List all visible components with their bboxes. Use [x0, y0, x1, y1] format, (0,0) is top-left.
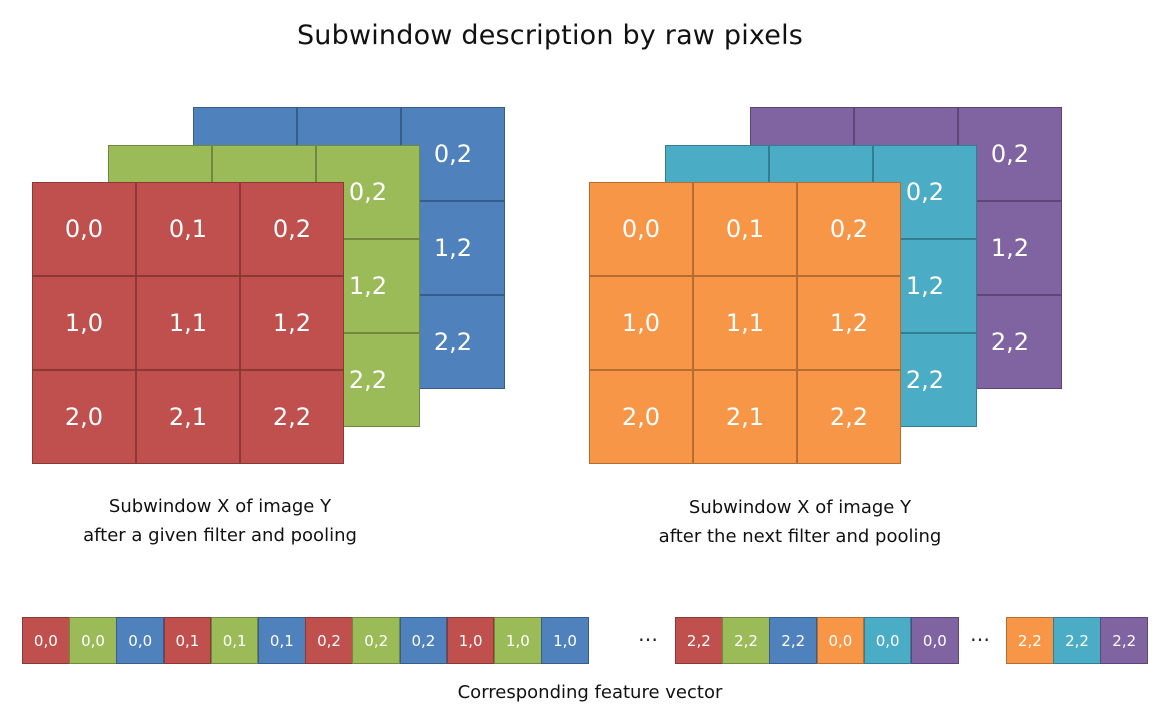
grid-cell: 0,2 — [797, 182, 901, 276]
grid-cell: 0,0 — [589, 182, 693, 276]
vector-cell: 0,2 — [352, 617, 401, 664]
vector-ellipsis: … — [638, 622, 658, 646]
vector-cell: 1,0 — [446, 617, 495, 664]
vector-ellipsis: … — [970, 622, 990, 646]
vector-cell: 0,0 — [116, 617, 165, 664]
stack-caption-line: Subwindow X of image Y — [688, 497, 912, 518]
stack-caption-line: Subwindow X of image Y — [108, 496, 332, 517]
vector-cell: 2,2 — [675, 617, 723, 664]
vector-cell: 0,0 — [911, 617, 959, 664]
grid-cell: 2,1 — [693, 370, 797, 464]
vector-cell: 0,2 — [305, 617, 353, 664]
grid-cell: 0,1 — [693, 182, 797, 276]
stack-caption-line: after the next filter and pooling — [658, 526, 942, 547]
grid-cell: 1,0 — [589, 276, 693, 370]
grid-cell: 2,0 — [589, 370, 693, 464]
grid-cell: 1,0 — [32, 276, 136, 370]
grid-cell: 0,1 — [136, 182, 240, 276]
grid-cell: 2,0 — [32, 370, 136, 464]
vector-cell: 0,0 — [816, 617, 865, 664]
feature-vector-caption: Corresponding feature vector — [457, 682, 723, 703]
vector-cell: 0,1 — [258, 617, 306, 664]
grid-cell: 1,1 — [136, 276, 240, 370]
vector-cell: 2,2 — [1006, 617, 1054, 664]
stack-caption: Subwindow X of image Y after a given filt… — [40, 492, 400, 550]
stack-caption-line: after a given filter and pooling — [83, 525, 357, 546]
vector-cell: 0,0 — [863, 617, 912, 664]
vector-cell: 0,2 — [399, 617, 448, 664]
grid-cell: 0,2 — [240, 182, 344, 276]
vector-cell: 0,0 — [69, 617, 117, 664]
grid-cell: 0,0 — [32, 182, 136, 276]
stack-caption: Subwindow X of image Y after the next fil… — [620, 493, 980, 551]
vector-cell: 2,2 — [1100, 617, 1149, 664]
grid-cell: 2,1 — [136, 370, 240, 464]
grid-cell: 2,2 — [797, 370, 901, 464]
grid-cell: 1,2 — [240, 276, 344, 370]
vector-cell: 2,2 — [722, 617, 770, 664]
vector-cell: 1,0 — [541, 617, 589, 664]
vector-cell: 0,1 — [163, 617, 212, 664]
vector-cell: 0,1 — [210, 617, 259, 664]
grid-cell: 2,2 — [240, 370, 344, 464]
grid-cell: 1,2 — [797, 276, 901, 370]
vector-cell: 2,2 — [1053, 617, 1101, 664]
vector-cell: 0,0 — [22, 617, 70, 664]
vector-cell: 1,0 — [494, 617, 542, 664]
grid-cell: 1,1 — [693, 276, 797, 370]
vector-cell: 2,2 — [769, 617, 818, 664]
diagram-title: Subwindow description by raw pixels — [296, 20, 804, 51]
